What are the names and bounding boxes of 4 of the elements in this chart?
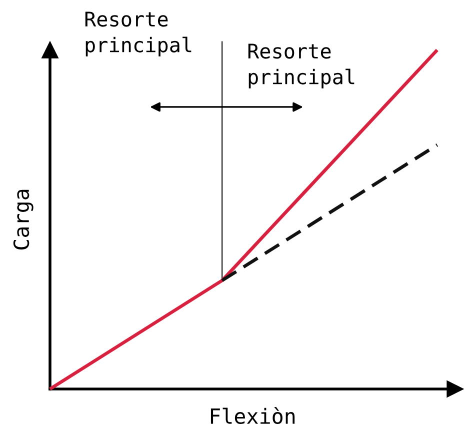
x-axis-title: Flexiòn — [210, 407, 295, 424]
annotation: Resorte principal — [248, 44, 354, 88]
y-axis-title: Carga — [13, 190, 34, 250]
annotation: Resorte principal — [85, 12, 192, 56]
